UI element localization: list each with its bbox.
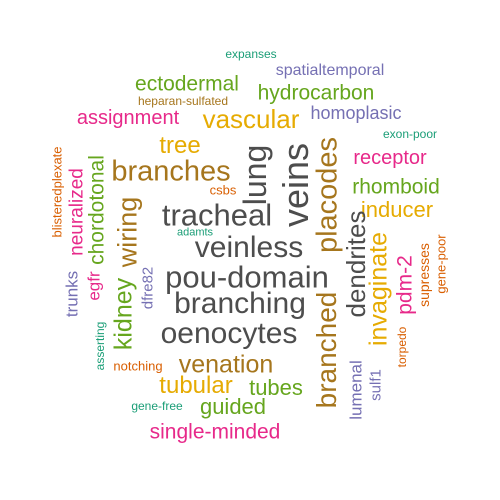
word-expanses: expanses [225,47,277,61]
word-vascular: vascular [202,104,300,134]
word-dfre82: dfre82 [139,266,157,310]
word-asserting: asserting [93,321,107,371]
word-adamts: adamts [176,226,214,239]
word-wiring: wiring [112,196,143,268]
word-egfr: egfr [84,271,104,301]
word-oenocytes: oenocytes [160,317,298,350]
word-tubes: tubes [249,375,303,400]
word-tree: tree [159,132,201,159]
word-csbs: csbs [209,182,237,198]
word-lumenal: lumenal [346,360,366,420]
word-supresses: supresses [416,243,432,307]
word-pou-domain: pou-domain [165,259,329,295]
word-veins: veins [275,142,316,228]
word-exon-poor: exon-poor [382,127,438,141]
word-branched: branched [311,291,342,409]
word-heparan-sulfated: heparan-sulfated [137,94,229,108]
word-branches: branches [111,155,231,188]
word-lung: lung [237,144,273,206]
word-rhomboid: rhomboid [352,175,440,199]
word-kidney: kidney [109,277,138,351]
word-trunks: trunks [62,270,82,318]
word-assignment: assignment [76,107,180,129]
word-ectodermal: ectodermal [135,72,239,96]
word-tracheal: tracheal [161,197,273,233]
word-blisteredplexate: blisteredplexate [49,146,65,238]
word-gene-poor: gene-poor [433,234,449,294]
word-torpedo: torpedo [395,326,409,368]
word-guided: guided [199,394,267,419]
word-venation: venation [178,350,274,379]
word-homoplasic: homoplasic [310,103,402,123]
word-tubular: tubular [159,372,233,399]
word-invaginate: invaginate [364,232,393,346]
word-placodes: placodes [311,136,344,254]
word-pdm-2: pdm-2 [393,255,417,315]
word-inducer: inducer [360,197,434,222]
word-veinless: veinless [194,231,304,264]
word-branching: branching [174,287,306,320]
word-chordotonal: chordotonal [85,155,109,265]
word-hydrocarbon: hydrocarbon [257,81,375,105]
word-notching: notching [113,358,163,374]
word-gene-free: gene-free [131,399,183,413]
word-neuralized: neuralized [66,168,88,256]
word-spatialtemporal: spatialtemporal [275,62,385,79]
word-sulf1: sulf1 [367,369,385,401]
word-single-minded: single-minded [149,420,281,444]
word-receptor: receptor [353,147,427,169]
